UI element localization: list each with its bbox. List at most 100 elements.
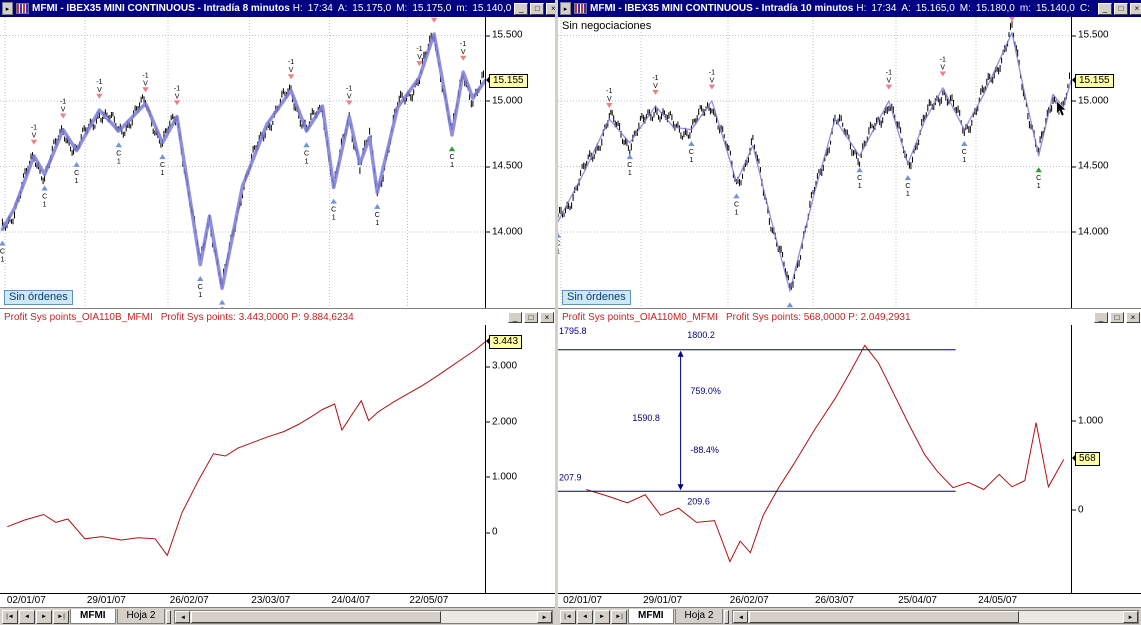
sin-ordenes-button[interactable]: Sin órdenes: [562, 290, 631, 305]
svg-text:-1: -1: [460, 41, 466, 48]
y-axis-label: 14.000: [486, 226, 523, 238]
sheet-tab-hoja2[interactable]: Hoja 2: [674, 609, 724, 624]
last-price-tag: 15.155: [486, 73, 528, 88]
svg-text:C: C: [905, 183, 910, 190]
tabbar-splitter[interactable]: [166, 609, 172, 624]
minimize-button[interactable]: _: [514, 2, 529, 15]
date-label: 02/01/07: [6, 595, 46, 606]
y-axis-label: 15.500: [486, 29, 523, 41]
profit-plot-right[interactable]: 1795.8 1800.2 759.0% 1590.8 -88.4% 207.9 209.6: [558, 325, 1071, 593]
profit-plot-left[interactable]: [0, 325, 485, 593]
profit-indicator-values: Profit Sys points: 568,0000 P: 2.049,293…: [725, 311, 911, 323]
svg-text:-1: -1: [60, 98, 66, 105]
stat-value: 15.165,0: [915, 3, 955, 14]
close-button[interactable]: ×: [1126, 311, 1140, 323]
stat-value: 15.140,0: [1035, 3, 1075, 14]
chart-icon: [16, 3, 29, 14]
price-plot-left[interactable]: C1V-1C1V-1C1V-1C1V-1C1V-1C1C1V-1C1C1V-1C…: [0, 17, 485, 308]
sell-arrow-icon: [173, 100, 181, 106]
profit-header-right[interactable]: Profit Sys points_OIA110M0_MFMI Profit S…: [558, 309, 1141, 325]
horizontal-scrollbar[interactable]: ◄ ►: [732, 609, 1139, 624]
tab-last-button[interactable]: ►|: [611, 609, 627, 624]
tab-prev-button[interactable]: ◄: [19, 609, 35, 624]
close-button[interactable]: ×: [546, 2, 555, 15]
scroll-left-button[interactable]: ◄: [175, 610, 191, 623]
tab-first-button[interactable]: |◄: [560, 609, 576, 624]
minimize-button[interactable]: _: [1097, 2, 1112, 15]
close-button[interactable]: ×: [1129, 2, 1141, 15]
close-button[interactable]: ×: [540, 311, 554, 323]
sin-negociaciones-label: Sin negociaciones: [562, 20, 652, 32]
stat-value: 17:34: [871, 3, 897, 14]
scrollbar-track[interactable]: [748, 610, 1123, 623]
svg-text:1795.8: 1795.8: [559, 326, 587, 336]
maximize-button[interactable]: □: [1110, 311, 1124, 323]
svg-text:-1: -1: [709, 70, 715, 77]
tab-prev-button[interactable]: ◄: [577, 609, 593, 624]
maximize-button[interactable]: □: [524, 311, 538, 323]
stat-value: 15.180,0: [975, 3, 1015, 14]
price-yaxis-left[interactable]: 15.500 15.000 14.500 14.000 15.155: [485, 17, 555, 308]
svg-text:1: 1: [906, 191, 910, 198]
scrollbar-track[interactable]: [190, 610, 537, 623]
svg-text:207.9: 207.9: [559, 473, 582, 483]
price-titlebar-right[interactable]: ▸ MFMI - IBEX35 MINI CONTINUOUS - Intrad…: [558, 0, 1141, 17]
buy-arrow-icon: [218, 299, 226, 305]
window-title: MFMI - IBEX35 MINI CONTINUOUS - Intradía…: [590, 3, 854, 14]
last-price-tag: 15.155: [1072, 73, 1114, 88]
tab-first-button[interactable]: |◄: [2, 609, 18, 624]
minimize-button[interactable]: _: [1094, 311, 1108, 323]
sell-arrow-icon: [142, 87, 149, 93]
buy-arrow-icon: [41, 185, 48, 191]
sell-arrow-icon: [30, 139, 38, 145]
signal-line: [558, 32, 1071, 292]
svg-text:-1: -1: [142, 72, 148, 79]
sheet-tab-hoja2[interactable]: Hoja 2: [116, 609, 166, 624]
sheet-tab-mfmi[interactable]: MFMI: [70, 609, 116, 624]
svg-text:C: C: [160, 162, 165, 169]
tabbar-splitter[interactable]: [724, 609, 730, 624]
panel-expander-icon[interactable]: ▸: [560, 2, 571, 15]
scrollbar-thumb[interactable]: [749, 610, 1020, 623]
svg-text:-1: -1: [346, 85, 352, 92]
panel-expander-icon[interactable]: ▸: [2, 2, 13, 15]
tab-next-button[interactable]: ►: [594, 609, 610, 624]
price-titlebar-left[interactable]: ▸ MFMI - IBEX35 MINI CONTINUOUS - Intrad…: [0, 0, 555, 17]
scroll-right-button[interactable]: ►: [537, 610, 552, 623]
profit-indicator-name: Profit Sys points_OIA110B_MFMI: [4, 311, 153, 323]
maximize-button[interactable]: □: [1113, 2, 1128, 15]
tab-next-button[interactable]: ►: [36, 609, 52, 624]
y-axis-label: 14.500: [1072, 160, 1109, 172]
svg-text:1: 1: [117, 158, 121, 165]
svg-text:1: 1: [962, 157, 966, 164]
sheet-tabbar-right: |◄ ◄ ► ►| MFMI Hoja 2 ◄ ►: [558, 607, 1141, 625]
svg-text:C: C: [74, 170, 79, 177]
tab-last-button[interactable]: ►|: [53, 609, 69, 624]
window-buttons: _ □ ×: [508, 311, 555, 323]
stat-label: A:: [337, 3, 348, 14]
svg-text:C: C: [558, 241, 561, 248]
minimize-button[interactable]: _: [508, 311, 522, 323]
profit-header-left[interactable]: Profit Sys points_OIA110B_MFMI Profit Sy…: [0, 309, 555, 325]
maximize-button[interactable]: □: [530, 2, 545, 15]
scroll-left-button[interactable]: ◄: [733, 610, 749, 623]
y-axis-label: 0: [486, 526, 498, 538]
svg-text:1: 1: [0, 257, 4, 264]
window-buttons: _ □ ×: [514, 2, 555, 15]
svg-text:1800.2: 1800.2: [687, 330, 715, 340]
sheet-tabbar-left: |◄ ◄ ► ►| MFMI Hoja 2 ◄ ►: [0, 607, 555, 625]
horizontal-scrollbar[interactable]: ◄ ►: [174, 609, 553, 624]
date-label: 29/01/07: [643, 595, 683, 606]
date-axis-right: 02/01/07 29/01/07 26/02/07 26/03/07 25/04/07…: [558, 593, 1141, 607]
profit-yaxis-right[interactable]: 1.000 0 568: [1071, 325, 1141, 593]
sin-ordenes-button[interactable]: Sin órdenes: [4, 290, 73, 305]
profit-yaxis-left[interactable]: 3.000 2.000 1.000 0 3.443: [485, 325, 555, 593]
svg-text:1: 1: [628, 170, 632, 177]
sheet-tab-mfmi[interactable]: MFMI: [628, 609, 674, 624]
scroll-right-button[interactable]: ►: [1123, 610, 1138, 623]
price-yaxis-right[interactable]: 15.500 15.000 14.500 14.000 15.155: [1071, 17, 1141, 308]
scrollbar-thumb[interactable]: [191, 610, 441, 623]
price-stats-left: H: 17:34 A: 15.175,0 M: 15.175,0 m: 15.140,0: [293, 3, 512, 14]
